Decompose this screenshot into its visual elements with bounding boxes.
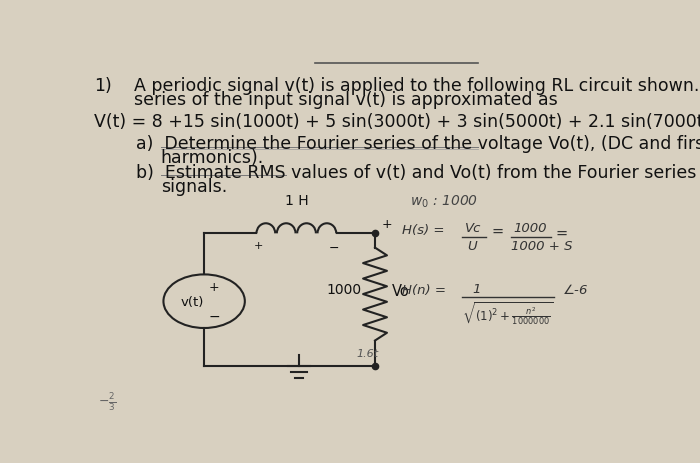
Text: H(s) =: H(s) = — [402, 223, 444, 236]
Text: Vc: Vc — [465, 221, 481, 234]
Text: v(t): v(t) — [181, 295, 204, 308]
Text: harmonics).: harmonics). — [161, 149, 264, 167]
Text: $\sqrt{(1)^2+\frac{n^2}{1000000}}$: $\sqrt{(1)^2+\frac{n^2}{1000000}}$ — [462, 300, 553, 326]
Text: −: − — [208, 310, 220, 324]
Text: series of the input signal v(t) is approximated as: series of the input signal v(t) is appro… — [134, 91, 557, 109]
Text: $\angle$-6: $\angle$-6 — [562, 282, 589, 297]
Text: 1): 1) — [94, 77, 112, 95]
Text: Vo: Vo — [392, 283, 410, 298]
Text: H(n) =: H(n) = — [402, 284, 446, 297]
Text: +: + — [253, 241, 263, 251]
Text: 1.6t: 1.6t — [356, 348, 378, 358]
Text: 1000: 1000 — [513, 221, 547, 234]
Text: +: + — [209, 281, 219, 294]
Text: U: U — [468, 239, 477, 252]
Text: signals.: signals. — [161, 177, 227, 195]
Text: $-\frac{2}{3}$: $-\frac{2}{3}$ — [98, 391, 116, 413]
Text: a)  Determine the Fourier series of the voltage Vo(t), (DC and first 3 nonzero: a) Determine the Fourier series of the v… — [136, 135, 700, 153]
Text: =: = — [556, 225, 568, 240]
Text: 1 H: 1 H — [284, 193, 308, 207]
Text: $w_0$ : 1000: $w_0$ : 1000 — [410, 193, 478, 209]
Text: A periodic signal v(t) is applied to the following RL circuit shown. The Fourier: A periodic signal v(t) is applied to the… — [134, 77, 700, 95]
Text: −: − — [329, 241, 340, 254]
Text: 1000 + S: 1000 + S — [510, 239, 572, 252]
Text: 1000: 1000 — [326, 282, 361, 296]
Text: V(t) = 8 +15 sin(1000t) + 5 sin(3000t) + 3 sin(5000t) + 2.1 sin(7000t) + ...: V(t) = 8 +15 sin(1000t) + 5 sin(3000t) +… — [94, 113, 700, 131]
Text: b)  Estimate RMS values of v(t) and Vo(t) from the Fourier series of the: b) Estimate RMS values of v(t) and Vo(t)… — [136, 163, 700, 181]
Text: +: + — [382, 217, 392, 230]
Text: =: = — [491, 223, 504, 238]
Text: 1: 1 — [473, 282, 481, 295]
